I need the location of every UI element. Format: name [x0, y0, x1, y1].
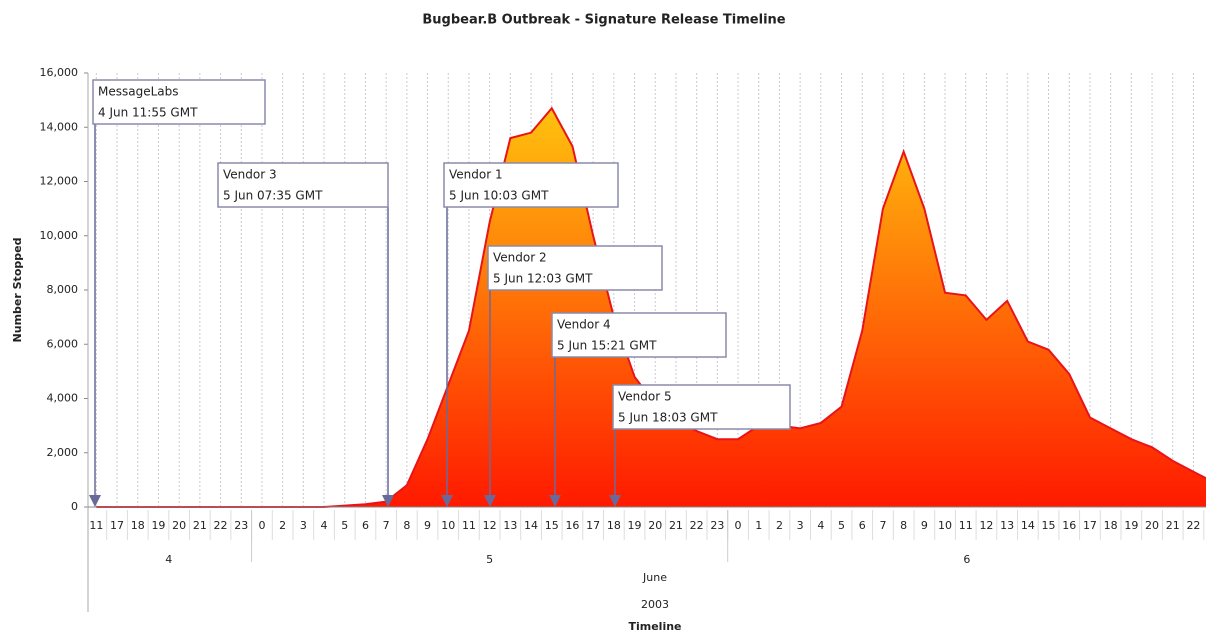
x-tick-label: 19 — [628, 519, 642, 532]
annotation-label: Vendor 5 — [618, 390, 672, 404]
y-tick-label: 4,000 — [47, 392, 79, 405]
y-tick-label: 0 — [71, 500, 78, 513]
x-tick-label: 22 — [1186, 519, 1200, 532]
x-tick-label: 14 — [524, 519, 538, 532]
y-tick-label: 12,000 — [40, 175, 79, 188]
x-tick-label: 12 — [483, 519, 497, 532]
x-tick-label: 22 — [690, 519, 704, 532]
annotation-box — [92, 79, 266, 125]
x-tick-label: 7 — [383, 519, 390, 532]
x-tick-label: 0 — [735, 519, 742, 532]
annotation-arrowhead — [484, 495, 496, 507]
x-tick-label: 21 — [669, 519, 683, 532]
x-tick-label: 2 — [776, 519, 783, 532]
x-tick-label: 20 — [648, 519, 662, 532]
annotation-arrowhead — [549, 495, 561, 507]
chart-title: Bugbear.B Outbreak - Signature Release T… — [422, 13, 785, 28]
x-tick-label: 6 — [362, 519, 369, 532]
x-tick-label: 20 — [172, 519, 186, 532]
annotation-box — [487, 245, 663, 291]
x-tick-label: 9 — [424, 519, 431, 532]
y-tick-label: 16,000 — [40, 66, 79, 79]
annotation-label: Vendor 1 — [449, 168, 503, 182]
x-tick-label: 13 — [1000, 519, 1014, 532]
x-tick-label: 8 — [900, 519, 907, 532]
x-tick-label: 21 — [1166, 519, 1180, 532]
annotation-time: 5 Jun 10:03 GMT — [449, 189, 549, 203]
annotation-box — [612, 384, 791, 430]
annotation-time: 4 Jun 11:55 GMT — [98, 106, 198, 120]
annotation-label: Vendor 4 — [557, 318, 611, 332]
annotation-time: 5 Jun 07:35 GMT — [223, 189, 323, 203]
annotation-label: Vendor 3 — [223, 168, 277, 182]
annotation-label: Vendor 2 — [493, 251, 547, 265]
x-tick-label: 23 — [710, 519, 724, 532]
x-tick-label: 15 — [545, 519, 559, 532]
y-tick-label: 2,000 — [47, 446, 79, 459]
x-tick-label: 22 — [214, 519, 228, 532]
x-tick-label: 9 — [921, 519, 928, 532]
x-tick-label: 17 — [110, 519, 124, 532]
x-tick-label: 8 — [403, 519, 410, 532]
x-tick-label: 7 — [879, 519, 886, 532]
annotation-arrowhead — [609, 495, 621, 507]
x-tick-label: 1 — [755, 519, 762, 532]
y-tick-label: 14,000 — [40, 120, 79, 133]
x-tick-label: 15 — [1042, 519, 1056, 532]
y-axis-label: Number Stopped — [11, 238, 24, 343]
x-tick-label: 13 — [503, 519, 517, 532]
x-tick-label: 14 — [1021, 519, 1035, 532]
x-tick-label: 5 — [838, 519, 845, 532]
x-tick-label: 11 — [462, 519, 476, 532]
x-tick-label: 18 — [1104, 519, 1118, 532]
y-tick-label: 8,000 — [47, 283, 79, 296]
annotation-box — [217, 162, 389, 208]
day-label: 4 — [165, 553, 172, 566]
x-tick-label: 10 — [441, 519, 455, 532]
x-tick-label: 20 — [1145, 519, 1159, 532]
annotation-time: 5 Jun 15:21 GMT — [557, 339, 657, 353]
x-tick-label: 11 — [959, 519, 973, 532]
x-axis-label: Timeline — [628, 620, 681, 633]
x-tick-label: 12 — [979, 519, 993, 532]
x-tick-label: 17 — [1083, 519, 1097, 532]
x-tick-label: 6 — [859, 519, 866, 532]
x-tick-label: 18 — [131, 519, 145, 532]
annotation-time: 5 Jun 12:03 GMT — [493, 272, 593, 286]
x-tick-label: 0 — [258, 519, 265, 532]
annotation-time: 5 Jun 18:03 GMT — [618, 411, 718, 425]
annotation-box — [443, 162, 619, 208]
x-tick-label: 23 — [234, 519, 248, 532]
y-tick-label: 10,000 — [40, 229, 79, 242]
x-tick-label: 5 — [341, 519, 348, 532]
plot: 11 17 18 19 20 21 22 23 0 2 3 4 5 6 7 8 9 10 11 12 13 14 15 16 1… — [89, 73, 1206, 540]
x-tick-label: 21 — [193, 519, 207, 532]
x-tick-label: 16 — [1062, 519, 1076, 532]
annotation-arrowhead — [382, 495, 394, 507]
x-tick-label: 11 — [89, 519, 103, 532]
annotation-box — [551, 312, 727, 358]
month-label: June — [642, 571, 667, 584]
x-tick-label: 16 — [565, 519, 579, 532]
y-tick-label: 6,000 — [47, 337, 79, 350]
day-label: 6 — [963, 553, 970, 566]
annotation-arrowhead — [441, 495, 453, 507]
x-tick-label: 18 — [607, 519, 621, 532]
x-tick-label: 4 — [321, 519, 328, 532]
x-tick-label: 17 — [586, 519, 600, 532]
x-tick-label: 2 — [279, 519, 286, 532]
year-label: 2003 — [641, 598, 669, 611]
annotation-arrowhead — [89, 495, 101, 507]
area — [96, 108, 1206, 507]
day-label: 5 — [486, 553, 493, 566]
x-tick-label: 10 — [938, 519, 952, 532]
annotation-label: MessageLabs — [98, 85, 179, 99]
x-tick-label: 19 — [1124, 519, 1138, 532]
x-tick-label: 4 — [817, 519, 824, 532]
x-tick-label: 3 — [300, 519, 307, 532]
x-tick-label: 3 — [797, 519, 804, 532]
x-tick-label: 19 — [151, 519, 165, 532]
